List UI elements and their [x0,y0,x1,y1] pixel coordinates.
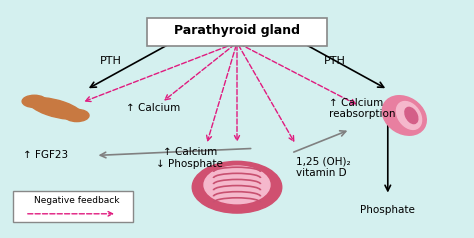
Text: 1,25 (OH)₂
vitamin D: 1,25 (OH)₂ vitamin D [296,156,351,178]
Circle shape [22,95,46,108]
Ellipse shape [382,96,426,135]
Ellipse shape [204,166,270,204]
Text: Parathyroid gland: Parathyroid gland [174,24,300,37]
Text: ↑ Calcium
↓ Phosphate: ↑ Calcium ↓ Phosphate [156,147,223,169]
Text: Negative feedback: Negative feedback [35,196,120,205]
Text: PTH: PTH [100,56,122,66]
FancyBboxPatch shape [147,18,327,46]
Ellipse shape [29,98,82,119]
Circle shape [64,109,89,122]
Ellipse shape [192,161,282,213]
Text: ↑ FGF23: ↑ FGF23 [23,150,68,160]
Text: Phosphate: Phosphate [360,204,415,215]
Ellipse shape [396,102,421,129]
Text: ↑ Calcium
reabsorption: ↑ Calcium reabsorption [329,98,395,119]
Text: PTH: PTH [324,56,346,66]
Text: ↑ Calcium: ↑ Calcium [126,104,181,114]
FancyBboxPatch shape [13,191,133,223]
Ellipse shape [405,107,418,124]
